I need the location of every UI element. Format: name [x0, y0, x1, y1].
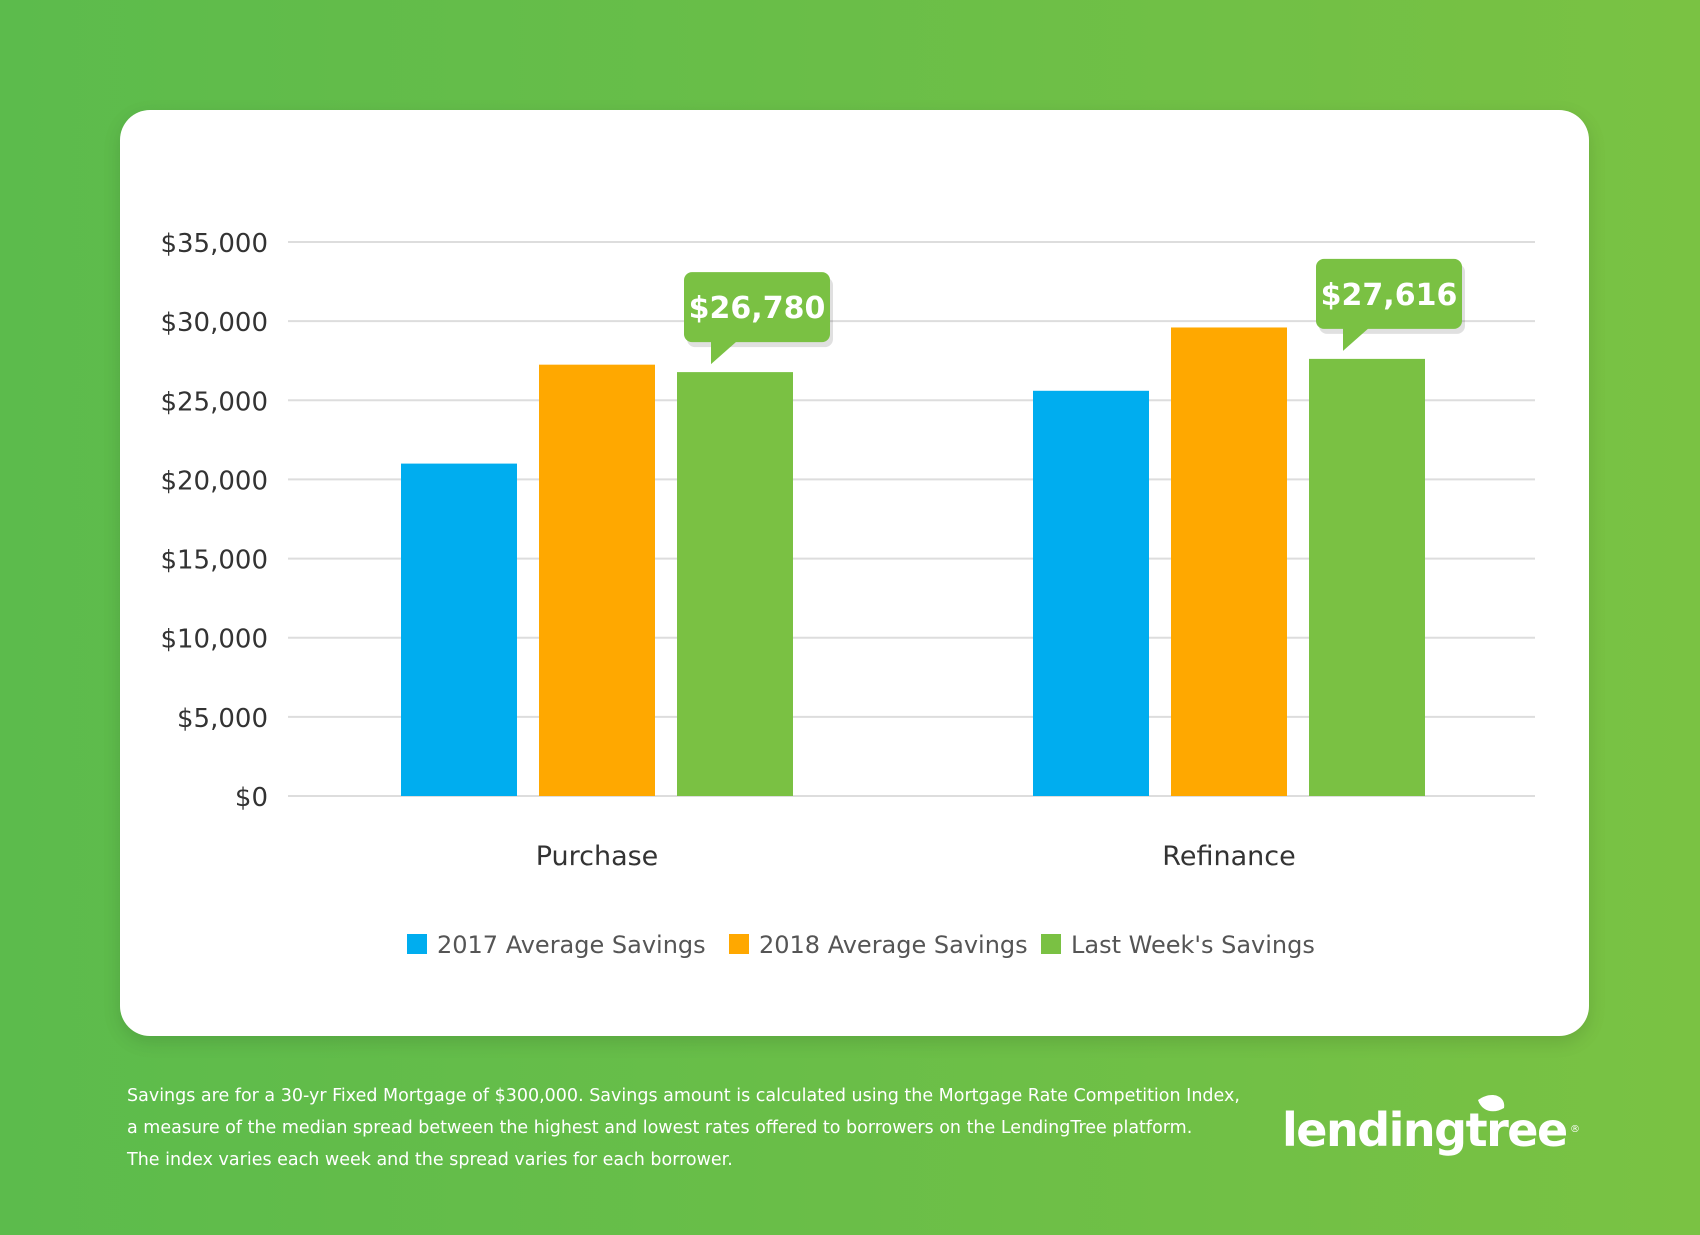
legend-label: Last Week's Savings	[1071, 931, 1315, 959]
y-tick-label: $20,000	[160, 466, 268, 496]
bar	[401, 463, 517, 796]
callout-box	[1316, 258, 1462, 329]
logo-text: lendingtree	[1282, 1103, 1567, 1157]
bar	[1171, 327, 1287, 796]
bar-chart: $0 $5,000 $10,000 $15,000 $20,000 $25,000 $30,…	[160, 229, 1535, 959]
y-tick-label: $5,000	[177, 704, 268, 734]
y-tick-label: $0	[235, 783, 268, 813]
footnote-line-3: The index varies each week and the sprea…	[127, 1150, 733, 1170]
legend-label: 2017 Average Savings	[437, 931, 706, 959]
x-category-label: Refinance	[1162, 841, 1295, 872]
leaf-icon	[1478, 1094, 1505, 1112]
callout-pointer	[711, 341, 737, 365]
registered-mark: ®	[1570, 1124, 1580, 1135]
legend-label: 2018 Average Savings	[759, 931, 1028, 959]
callout-label: $26,780	[689, 291, 826, 326]
y-tick-label: $30,000	[160, 308, 268, 338]
callout-pointer	[1343, 327, 1369, 351]
x-category-label: Purchase	[536, 841, 659, 872]
y-tick-label: $25,000	[160, 387, 268, 417]
callout-label: $27,616	[1321, 278, 1458, 313]
bar	[1309, 358, 1425, 796]
y-tick-label: $15,000	[160, 546, 268, 576]
footnote: Savings are for a 30-yr Fixed Mortgage o…	[127, 1080, 1240, 1176]
footnote-line-2: a measure of the median spread between t…	[127, 1118, 1193, 1138]
y-tick-label: $10,000	[160, 625, 268, 655]
bar	[539, 364, 655, 796]
footnote-line-1: Savings are for a 30-yr Fixed Mortgage o…	[127, 1086, 1240, 1106]
bar	[1033, 390, 1149, 796]
lendingtree-logo: lendingtree ®	[1282, 1094, 1580, 1157]
bar	[677, 372, 793, 796]
legend-swatch	[729, 934, 749, 954]
y-tick-label: $35,000	[160, 229, 268, 259]
callout-box	[684, 272, 830, 343]
legend-swatch	[1041, 934, 1061, 954]
legend-swatch	[407, 934, 427, 954]
